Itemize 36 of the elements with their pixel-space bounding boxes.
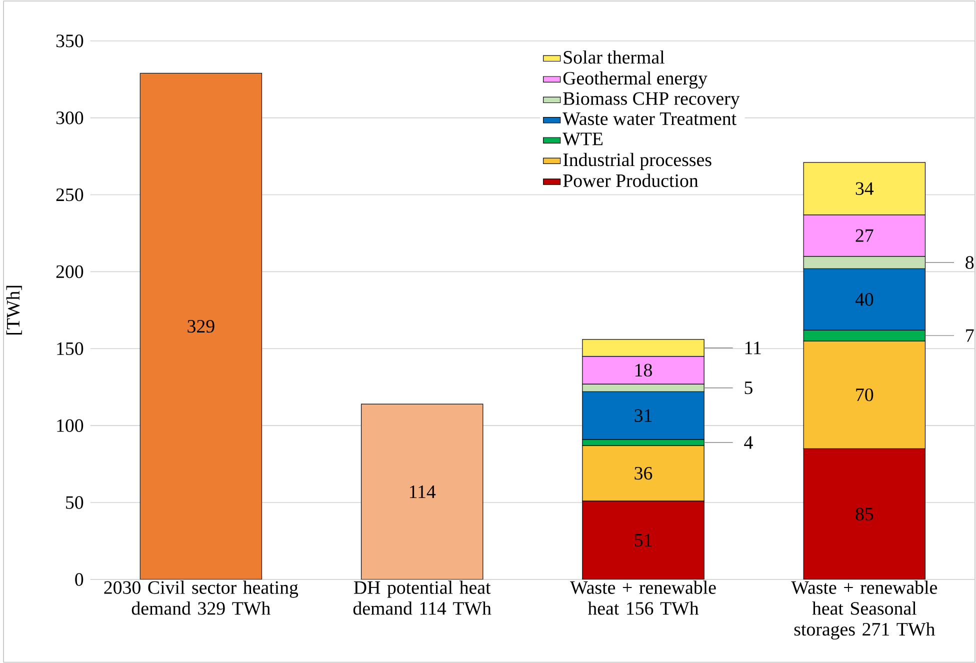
legend-label: WTE bbox=[562, 132, 603, 146]
data-label: 11 bbox=[745, 342, 761, 354]
y-tick-label: 300 bbox=[56, 111, 84, 124]
data-label: 51 bbox=[634, 534, 652, 546]
x-tick-label: 2030 Civil sector heating demand 329 TWh bbox=[104, 580, 298, 615]
y-tick-label: 50 bbox=[66, 496, 84, 509]
data-label: 18 bbox=[635, 364, 652, 376]
data-label: 36 bbox=[634, 466, 652, 480]
data-label: 4 bbox=[744, 436, 753, 449]
y-axis-title: [TWh] bbox=[6, 286, 22, 334]
y-tick-label: 100 bbox=[57, 419, 84, 432]
data-label: 114 bbox=[410, 485, 436, 498]
y-tick-label: 150 bbox=[57, 342, 84, 355]
legend-label: Industrial processes bbox=[563, 152, 712, 170]
data-label: 40 bbox=[855, 292, 874, 306]
x-tick-label: Waste + renewable heat 156 TWh bbox=[570, 580, 716, 615]
y-tick-label: 200 bbox=[56, 265, 84, 278]
legend-label: Waste water Treatment bbox=[562, 112, 736, 126]
legend-label: Geothermal energy bbox=[563, 71, 708, 88]
legend-label: Power Production bbox=[563, 174, 698, 187]
y-tick-label: 0 bbox=[75, 572, 84, 586]
data-label: 31 bbox=[634, 409, 652, 422]
legend-label: Biomass CHP recovery bbox=[563, 92, 740, 109]
data-label: 8 bbox=[966, 256, 974, 269]
y-tick-label: 250 bbox=[56, 188, 84, 202]
x-tick-label: Waste + renewable heat Seasonal storages 271 TWh bbox=[791, 580, 938, 640]
data-label: 34 bbox=[856, 182, 874, 195]
data-label: 85 bbox=[856, 508, 874, 520]
data-label: 70 bbox=[856, 388, 874, 402]
legend-label: Solar thermal bbox=[564, 50, 664, 64]
data-label: 7 bbox=[966, 329, 974, 342]
data-label: 329 bbox=[188, 320, 214, 333]
x-tick-label: DH potential heat demand 114 TWh bbox=[353, 580, 492, 615]
data-label: 5 bbox=[744, 382, 752, 394]
y-tick-label: 350 bbox=[56, 34, 84, 48]
data-label: 27 bbox=[856, 229, 874, 242]
